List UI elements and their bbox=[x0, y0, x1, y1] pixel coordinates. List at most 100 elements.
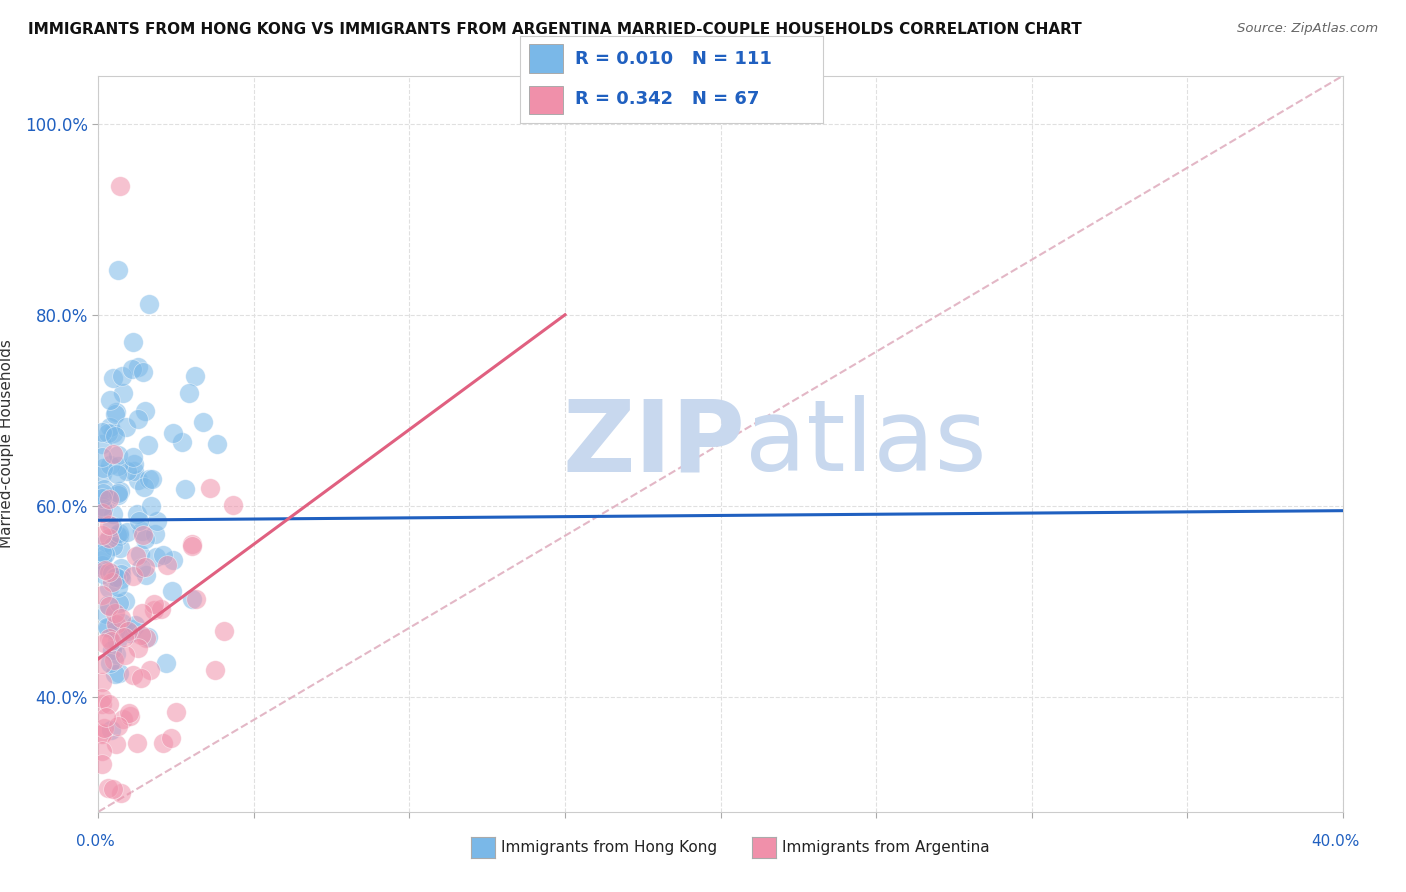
Point bbox=[118, 708, 141, 723]
Point bbox=[107, 458, 129, 473]
Point bbox=[90, 727, 112, 741]
Point bbox=[114, 594, 136, 608]
Point bbox=[90, 558, 112, 572]
Point bbox=[94, 534, 117, 549]
Point bbox=[107, 719, 129, 733]
Point bbox=[104, 429, 127, 443]
Point bbox=[98, 517, 121, 532]
Point bbox=[103, 507, 125, 521]
Point bbox=[101, 782, 124, 797]
Point bbox=[152, 737, 174, 751]
Point bbox=[98, 393, 121, 408]
Text: R = 0.010   N = 111: R = 0.010 N = 111 bbox=[575, 50, 772, 69]
Point bbox=[90, 499, 112, 513]
Text: R = 0.342   N = 67: R = 0.342 N = 67 bbox=[575, 90, 759, 109]
Point bbox=[90, 588, 112, 602]
Point bbox=[174, 482, 197, 496]
Point bbox=[108, 541, 131, 555]
Point bbox=[121, 622, 143, 636]
Point bbox=[97, 426, 120, 441]
Point bbox=[98, 420, 121, 434]
Point bbox=[104, 570, 127, 584]
Point bbox=[110, 368, 132, 383]
Point bbox=[122, 458, 145, 472]
Point bbox=[160, 583, 183, 598]
Point bbox=[98, 458, 121, 472]
Point bbox=[114, 648, 136, 662]
Point bbox=[134, 403, 156, 417]
Point bbox=[101, 519, 124, 533]
Point bbox=[214, 624, 236, 639]
Point bbox=[104, 616, 127, 631]
Point bbox=[165, 705, 187, 719]
Point bbox=[98, 656, 121, 670]
Point bbox=[101, 371, 124, 385]
Point bbox=[104, 606, 127, 620]
Point bbox=[204, 663, 226, 677]
Point bbox=[129, 628, 152, 642]
Point bbox=[127, 412, 149, 426]
Point bbox=[132, 480, 155, 494]
Point bbox=[97, 598, 120, 612]
Point bbox=[118, 706, 141, 721]
Point bbox=[142, 597, 165, 611]
Point bbox=[127, 359, 149, 374]
Point bbox=[90, 675, 112, 690]
Point bbox=[110, 566, 132, 581]
Point bbox=[107, 580, 129, 594]
Point bbox=[136, 630, 159, 644]
Point bbox=[91, 501, 114, 516]
Point bbox=[162, 552, 184, 566]
Point bbox=[127, 640, 149, 655]
Point bbox=[122, 668, 145, 682]
Point bbox=[105, 467, 128, 482]
Point bbox=[108, 529, 131, 543]
Point bbox=[96, 620, 118, 634]
Point bbox=[101, 539, 124, 553]
Point bbox=[129, 560, 152, 574]
Point bbox=[108, 178, 131, 193]
Point bbox=[131, 606, 153, 620]
Point bbox=[100, 575, 122, 590]
Point bbox=[143, 603, 166, 617]
Point bbox=[111, 711, 134, 725]
Point bbox=[141, 472, 163, 486]
Point bbox=[152, 548, 174, 562]
Point bbox=[93, 486, 115, 500]
Point bbox=[104, 570, 127, 584]
Point bbox=[98, 631, 121, 645]
Point bbox=[90, 545, 112, 559]
Point bbox=[136, 438, 159, 452]
Point bbox=[134, 560, 156, 574]
Point bbox=[138, 663, 160, 677]
Y-axis label: Married-couple Households: Married-couple Households bbox=[0, 339, 14, 549]
Point bbox=[90, 425, 112, 439]
Point bbox=[90, 697, 112, 711]
Point bbox=[121, 334, 143, 349]
Point bbox=[101, 447, 124, 461]
Point bbox=[97, 491, 120, 506]
Point bbox=[93, 563, 115, 577]
Point bbox=[146, 514, 169, 528]
Point bbox=[105, 527, 128, 541]
Point bbox=[90, 467, 112, 482]
Point bbox=[162, 425, 184, 440]
Point bbox=[93, 636, 115, 650]
Point bbox=[160, 731, 183, 746]
Text: atlas: atlas bbox=[745, 395, 987, 492]
Point bbox=[180, 537, 202, 551]
Text: Immigrants from Hong Kong: Immigrants from Hong Kong bbox=[501, 840, 717, 855]
Point bbox=[124, 617, 146, 632]
Point bbox=[122, 464, 145, 478]
Point bbox=[143, 527, 166, 541]
Point bbox=[145, 550, 167, 565]
FancyBboxPatch shape bbox=[529, 45, 562, 73]
Point bbox=[115, 524, 138, 539]
Point bbox=[177, 386, 200, 401]
Point bbox=[101, 425, 124, 440]
Point bbox=[94, 607, 117, 622]
Point bbox=[97, 698, 120, 712]
Point bbox=[115, 420, 138, 434]
Point bbox=[90, 691, 112, 706]
Point bbox=[107, 486, 129, 500]
